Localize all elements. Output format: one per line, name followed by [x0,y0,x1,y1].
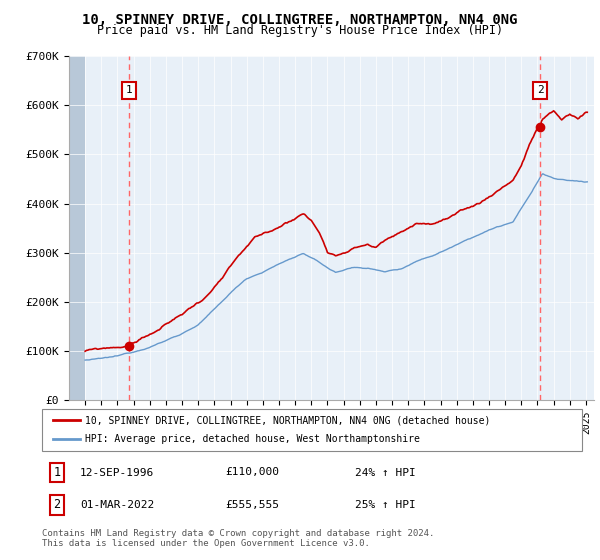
Text: 24% ↑ HPI: 24% ↑ HPI [355,468,416,478]
Text: 12-SEP-1996: 12-SEP-1996 [80,468,154,478]
Text: 2: 2 [537,86,544,95]
Text: 10, SPINNEY DRIVE, COLLINGTREE, NORTHAMPTON, NN4 0NG (detached house): 10, SPINNEY DRIVE, COLLINGTREE, NORTHAMP… [85,415,491,425]
Text: £110,000: £110,000 [226,468,280,478]
Text: £555,555: £555,555 [226,500,280,510]
Text: 1: 1 [53,466,61,479]
Text: Contains HM Land Registry data © Crown copyright and database right 2024.
This d: Contains HM Land Registry data © Crown c… [42,529,434,548]
Text: 10, SPINNEY DRIVE, COLLINGTREE, NORTHAMPTON, NN4 0NG: 10, SPINNEY DRIVE, COLLINGTREE, NORTHAMP… [82,13,518,27]
Text: 2: 2 [53,498,61,511]
Text: HPI: Average price, detached house, West Northamptonshire: HPI: Average price, detached house, West… [85,435,420,445]
Text: 01-MAR-2022: 01-MAR-2022 [80,500,154,510]
FancyBboxPatch shape [42,409,582,451]
Text: Price paid vs. HM Land Registry's House Price Index (HPI): Price paid vs. HM Land Registry's House … [97,24,503,38]
Text: 25% ↑ HPI: 25% ↑ HPI [355,500,416,510]
Bar [69,56,85,400]
Text: 1: 1 [125,86,133,95]
